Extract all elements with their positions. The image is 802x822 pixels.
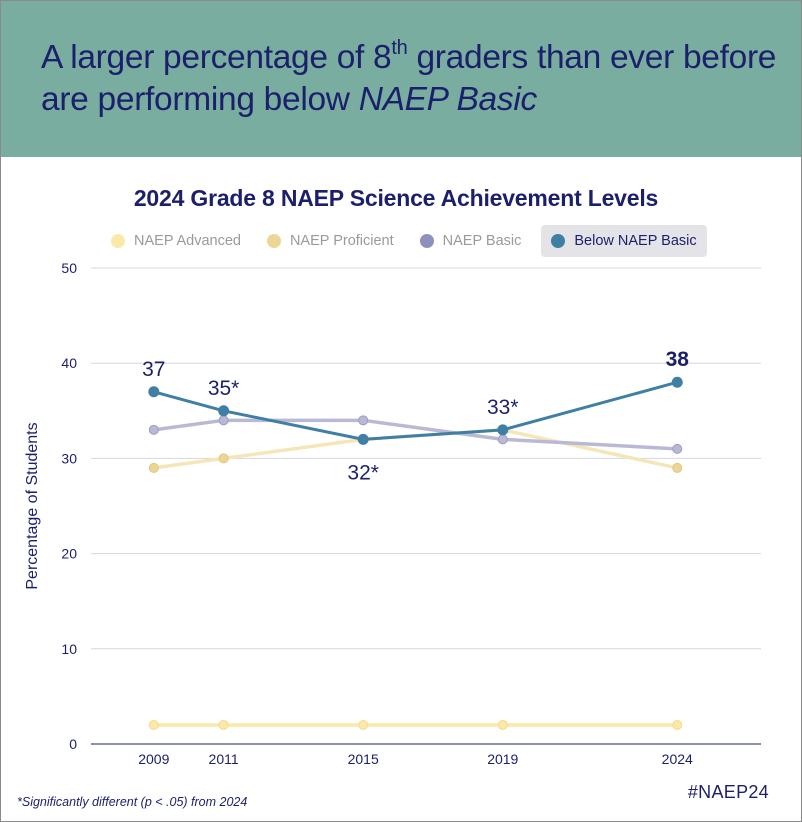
y-tick-label-10: 10 <box>61 641 77 657</box>
data-point-naep-proficient-2024 <box>672 462 683 473</box>
legend-dot-advanced <box>111 234 125 248</box>
y-tick-label-50: 50 <box>61 260 77 276</box>
data-point-naep-advanced-2019 <box>497 719 508 730</box>
y-tick-label-0: 0 <box>69 736 77 752</box>
data-label-2011: 35* <box>208 377 240 400</box>
chart-legend: NAEP Advanced NAEP Proficient NAEP Basic… <box>101 225 713 257</box>
footnote: *Significantly different (p < .05) from … <box>17 795 248 809</box>
data-point-below-naep-basic-2024 <box>671 376 683 388</box>
headline-superscript: th <box>391 37 408 59</box>
hashtag: #NAEP24 <box>687 782 769 802</box>
x-tick-label-2011: 2011 <box>209 751 239 767</box>
legend-label-basic: NAEP Basic <box>442 233 522 249</box>
y-tick-label-40: 40 <box>61 355 77 371</box>
legend-label-advanced: NAEP Advanced <box>134 233 241 249</box>
legend-dot-basic <box>419 234 434 248</box>
data-point-naep-proficient-2009 <box>148 462 159 473</box>
x-tick-label-2019: 2019 <box>487 751 518 767</box>
headline-part2: graders than ever before are performing … <box>41 39 777 118</box>
data-point-below-naep-basic-2015 <box>357 433 369 445</box>
data-label-2015: 32* <box>347 461 379 484</box>
data-point-naep-basic-2009 <box>148 424 159 435</box>
data-label-2019: 33* <box>487 396 519 419</box>
legend-item-advanced[interactable]: NAEP Advanced <box>101 225 251 257</box>
legend-item-proficient[interactable]: NAEP Proficient <box>257 225 404 257</box>
headline-italic: NAEP Basic <box>358 81 538 118</box>
legend-dot-proficient <box>266 234 281 248</box>
headline-banner: A larger percentage of 8th graders than … <box>1 1 801 157</box>
data-point-naep-advanced-2015 <box>358 719 369 730</box>
data-point-naep-advanced-2009 <box>148 719 159 730</box>
headline: A larger percentage of 8th graders than … <box>41 37 781 121</box>
y-tick-label-30: 30 <box>61 450 77 466</box>
headline-part1: A larger percentage of 8 <box>41 39 392 76</box>
data-point-below-naep-basic-2019 <box>497 424 509 436</box>
data-point-naep-basic-2011 <box>218 415 229 426</box>
data-label-2009: 37 <box>142 358 165 381</box>
y-axis-label: Percentage of Students <box>24 422 41 589</box>
y-tick-label-20: 20 <box>61 546 77 562</box>
data-point-naep-proficient-2011 <box>218 453 229 464</box>
legend-label-below-basic: Below NAEP Basic <box>574 233 697 249</box>
data-point-naep-basic-2015 <box>358 415 369 426</box>
chart-title: 2024 Grade 8 NAEP Science Achievement Le… <box>133 185 659 211</box>
x-tick-label-2015: 2015 <box>348 751 379 767</box>
legend-dot-below-basic <box>551 234 566 248</box>
data-point-naep-basic-2019 <box>497 434 508 445</box>
legend-item-below-basic[interactable]: Below NAEP Basic <box>541 225 707 257</box>
x-tick-label-2009: 2009 <box>138 751 169 767</box>
x-tick-label-2024: 2024 <box>662 751 693 767</box>
data-label-2024: 38 <box>666 348 690 371</box>
data-point-naep-advanced-2011 <box>218 719 229 730</box>
legend-item-basic[interactable]: NAEP Basic <box>410 225 532 257</box>
data-point-naep-advanced-2024 <box>672 719 683 730</box>
data-point-below-naep-basic-2011 <box>218 405 230 417</box>
data-point-below-naep-basic-2009 <box>148 386 160 398</box>
data-point-naep-basic-2024 <box>672 443 683 454</box>
legend-label-proficient: NAEP Proficient <box>289 233 394 249</box>
